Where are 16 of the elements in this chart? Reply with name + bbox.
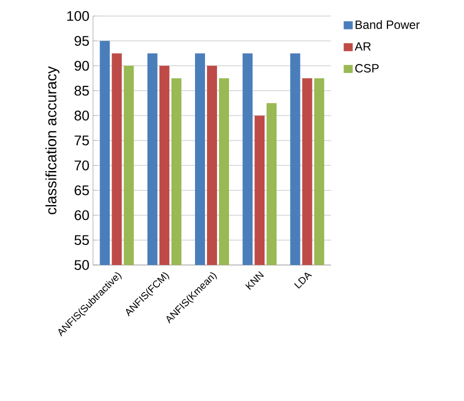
legend-label: CSP	[355, 64, 379, 72]
y-tick-label: 100	[67, 11, 89, 21]
y-tick-label: 80	[74, 110, 89, 121]
legend-label: AR	[354, 42, 371, 51]
y-axis-title: classification accuracy	[45, 66, 60, 214]
y-tick-label: 95	[74, 36, 89, 46]
y-tick-label: 90	[74, 60, 89, 71]
y-tick-label: 55	[74, 235, 89, 245]
y-tick-label: 50	[74, 260, 89, 270]
x-tick-label: LDA	[294, 272, 312, 289]
y-tick-label: 85	[74, 86, 89, 96]
y-tick-label: 75	[74, 136, 89, 146]
y-tick-label: 60	[74, 210, 89, 220]
y-tick-label: 65	[74, 185, 89, 196]
legend-label: Band Power	[356, 20, 420, 29]
y-tick-label: 70	[74, 160, 89, 170]
